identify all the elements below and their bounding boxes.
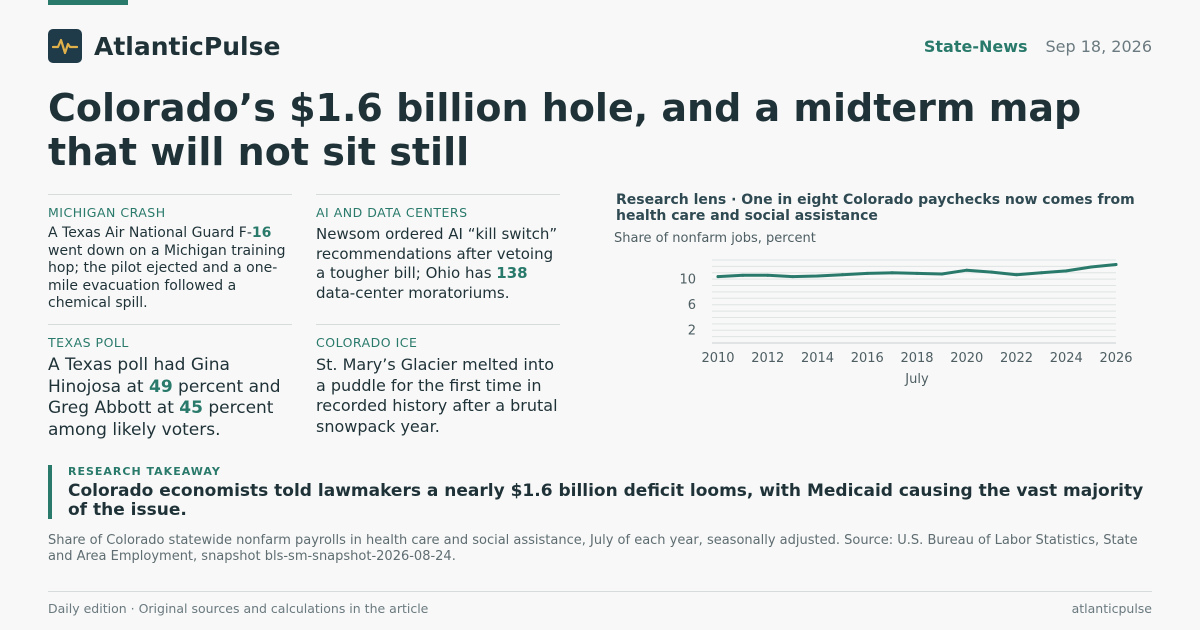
pulse-icon: [48, 29, 82, 63]
data-point: [865, 271, 869, 275]
top-accent-bar: [48, 0, 128, 5]
headline: Colorado’s $1.6 billion hole, and a midt…: [48, 86, 1082, 174]
data-point: [1039, 271, 1043, 275]
brief-kicker: MICHIGAN CRASH: [48, 205, 166, 220]
x-tick-label: 2012: [751, 351, 784, 366]
y-tick-label: 6: [688, 298, 696, 313]
brief-michigan-crash: MICHIGAN CRASH A Texas Air National Guar…: [48, 194, 292, 313]
chart-title: Research lens · One in eight Colorado pa…: [616, 192, 1135, 224]
y-tick-label: 2: [688, 324, 696, 339]
brand[interactable]: AtlanticPulse: [48, 29, 280, 63]
x-tick-label: 2024: [1050, 351, 1083, 366]
x-tick-label: 2014: [801, 351, 834, 366]
footer-edition: Daily edition · Original sources and cal…: [48, 601, 429, 616]
x-tick-label: 2026: [1099, 351, 1132, 366]
jobs-share-line-chart: 2 6 10 2010 2012 2014 2016 2018 2020 2022 2024 2026…: [679, 259, 1133, 387]
data-point: [716, 275, 720, 279]
brief-text: Newsom ordered AI “kill switch” recommen…: [316, 225, 558, 302]
brief-text: A Texas Air National Guard F-16 went dow…: [48, 225, 286, 311]
x-tick-label: 2018: [900, 351, 933, 366]
highlight-number: 16: [251, 225, 272, 241]
brief-texas-poll: TEXAS POLL A Texas poll had Gina Hinojos…: [48, 324, 292, 441]
data-point: [990, 270, 994, 274]
data-point: [1064, 269, 1068, 273]
footer-site[interactable]: atlanticpulse: [1071, 601, 1152, 616]
x-tick-label: 2016: [851, 351, 884, 366]
data-point: [965, 268, 969, 272]
data-point: [915, 271, 919, 275]
brief-text: St. Mary’s Glacier melted into a puddle …: [316, 355, 558, 436]
publish-date: Sep 18, 2026: [1045, 36, 1153, 56]
data-point: [816, 274, 819, 278]
data-point: [741, 273, 745, 277]
highlight-number: 49: [148, 376, 173, 397]
takeaway-kicker: RESEARCH TAKEAWAY: [68, 465, 221, 478]
data-point: [1089, 265, 1093, 269]
brief-ai-data-centers: AI AND DATA CENTERS Newsom ordered AI “k…: [316, 194, 560, 303]
brand-name: AtlanticPulse: [94, 31, 281, 61]
x-tick-label: 2022: [1000, 351, 1033, 366]
data-point: [940, 272, 944, 276]
data-point: [766, 273, 770, 277]
source-note: Share of Colorado statewide nonfarm payr…: [48, 533, 1138, 564]
data-point: [791, 275, 795, 279]
x-tick-label: 2010: [701, 351, 734, 366]
footer: Daily edition · Original sources and cal…: [48, 591, 1152, 616]
section-link[interactable]: State-News: [923, 36, 1028, 56]
chart-subtitle: Share of nonfarm jobs, percent: [614, 231, 816, 246]
data-point: [840, 273, 844, 277]
brief-text: A Texas poll had Gina Hinojosa at 49 per…: [48, 355, 281, 440]
brief-kicker: COLORADO ICE: [316, 335, 418, 350]
takeaway-text: Colorado economists told lawmakers a nea…: [68, 481, 1144, 520]
brief-kicker: TEXAS POLL: [48, 335, 129, 350]
data-point: [1114, 262, 1118, 266]
y-tick-label: 10: [679, 273, 696, 288]
x-tick-label: 2020: [950, 351, 983, 366]
brief-colorado-ice: COLORADO ICE St. Mary’s Glacier melted i…: [316, 324, 560, 437]
highlight-number: 45: [179, 398, 203, 418]
site-header: AtlanticPulse State-News Sep 18, 2026: [48, 28, 1152, 64]
brief-kicker: AI AND DATA CENTERS: [316, 205, 468, 220]
data-point: [890, 271, 894, 275]
data-point: [1015, 273, 1018, 277]
x-axis-title: July: [904, 372, 929, 387]
highlight-number: 138: [496, 264, 528, 282]
research-takeaway: RESEARCH TAKEAWAY Colorado economists to…: [48, 465, 1152, 520]
